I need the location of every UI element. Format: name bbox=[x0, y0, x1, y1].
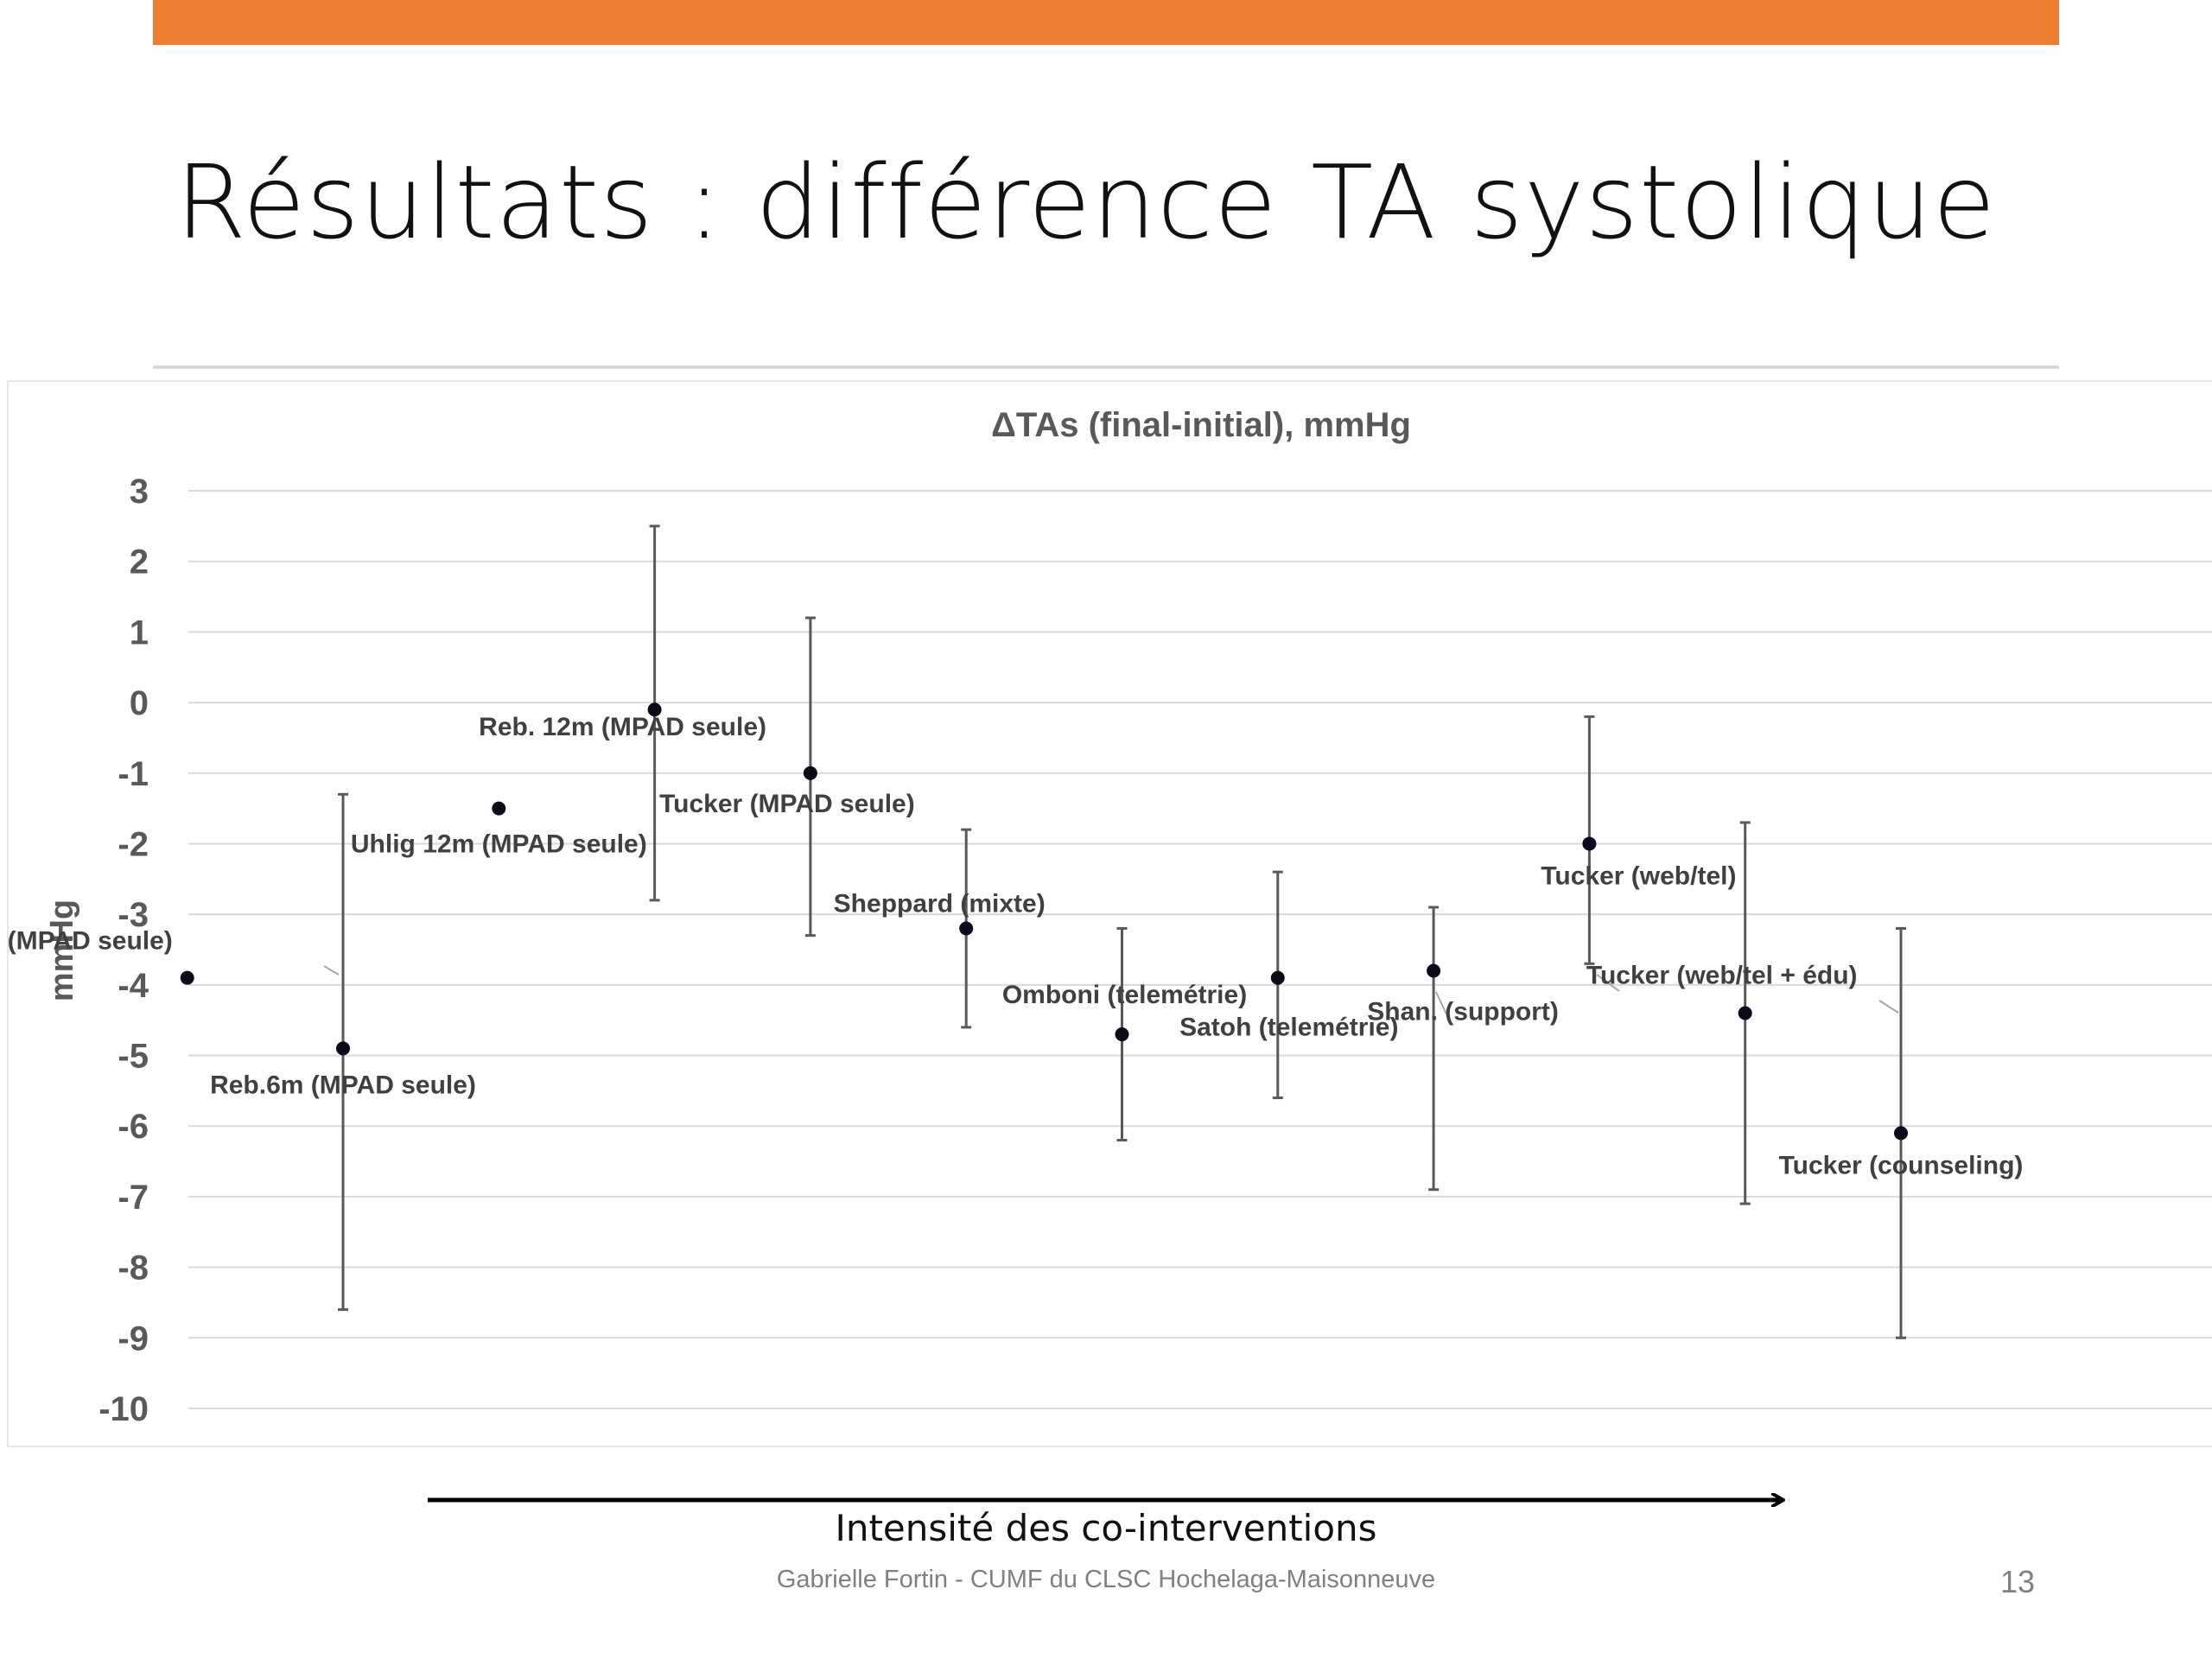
y-tick-label: -7 bbox=[118, 1179, 149, 1217]
data-point bbox=[1427, 963, 1441, 978]
y-tick-label: -3 bbox=[118, 896, 149, 934]
y-tick-label: 1 bbox=[130, 613, 149, 652]
y-tick-label: 0 bbox=[130, 684, 149, 722]
data-point bbox=[1738, 1006, 1752, 1020]
data-point bbox=[1582, 836, 1597, 851]
data-label: Uhlig 12m (MPAD seule) bbox=[351, 830, 647, 859]
data-point bbox=[803, 766, 817, 780]
data-label: Tucker (web/tel) bbox=[1541, 861, 1736, 890]
data-label: Reb.6m (MPAD seule) bbox=[210, 1071, 476, 1099]
data-label: Shan. (support) bbox=[1367, 998, 1559, 1027]
data-label: Sheppard (mixte) bbox=[834, 889, 1046, 918]
data-label: Tucker (MPAD seule) bbox=[659, 790, 915, 818]
data-point bbox=[180, 970, 194, 985]
title-divider bbox=[153, 365, 2059, 369]
data-point bbox=[492, 801, 506, 816]
x-axis-label: Intensité des co-interventions bbox=[835, 1507, 1376, 1549]
accent-bar bbox=[153, 0, 2059, 45]
data-label: Tucker (counseling) bbox=[1779, 1151, 2024, 1179]
data-label: Satoh (telemétrie) bbox=[1179, 1014, 1398, 1042]
data-point bbox=[1115, 1027, 1129, 1042]
label-leader-line bbox=[1878, 1000, 1899, 1014]
y-tick-label: -6 bbox=[118, 1108, 149, 1146]
data-point bbox=[1894, 1126, 1908, 1141]
data-point bbox=[647, 702, 662, 717]
y-tick-label: -4 bbox=[118, 967, 149, 1005]
slide-footer: Gabrielle Fortin - CUMF du CLSC Hochelag… bbox=[776, 1566, 1436, 1593]
chart-title: ΔTAs (final-initial), mmHg bbox=[991, 406, 1411, 444]
y-tick-label: -2 bbox=[118, 825, 149, 863]
page-number: 13 bbox=[2000, 1564, 2036, 1599]
y-tick-label: 2 bbox=[130, 543, 149, 582]
data-point bbox=[336, 1041, 350, 1056]
label-leader-line bbox=[323, 965, 340, 976]
y-tick-label: -5 bbox=[118, 1038, 149, 1076]
label-leader-line bbox=[1435, 991, 1449, 1019]
data-label: Reb. 12m (MPAD seule) bbox=[479, 713, 766, 741]
data-label: Uhlig 6m (MPAD seule) bbox=[0, 927, 173, 956]
y-tick-label: -1 bbox=[118, 755, 149, 793]
y-tick-label: -8 bbox=[118, 1249, 149, 1287]
y-tick-label: 3 bbox=[130, 473, 149, 511]
y-tick-label: -9 bbox=[118, 1319, 149, 1357]
data-label: Tucker (web/tel + édu) bbox=[1586, 962, 1858, 990]
y-tick-label: -10 bbox=[99, 1390, 149, 1428]
data-point bbox=[959, 921, 974, 936]
slide-title: Résultats : différence TA systolique bbox=[175, 143, 1997, 262]
label-leader-line bbox=[1596, 974, 1620, 992]
data-label: Omboni (telemétrie) bbox=[1002, 981, 1247, 1009]
y-axis-label: mmHg bbox=[44, 899, 80, 1001]
data-point bbox=[1270, 970, 1285, 985]
